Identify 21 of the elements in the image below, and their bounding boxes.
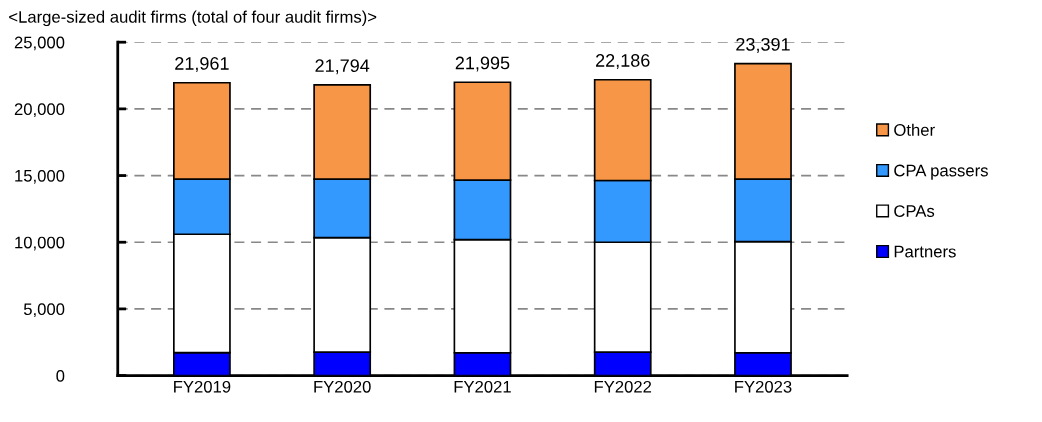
chart-title: <Large-sized audit firms (total of four audit firms)> xyxy=(9,10,377,27)
y-tick-label: 5,000 xyxy=(23,303,65,318)
y-tick-label: 10,000 xyxy=(15,236,65,251)
legend-label: Other xyxy=(894,123,935,136)
total-label: 21,794 xyxy=(315,59,370,75)
x-tick-label: FY2019 xyxy=(174,380,231,393)
x-tick-label: FY2020 xyxy=(314,380,371,393)
total-label: 21,995 xyxy=(455,56,510,72)
x-tick-label: FY2021 xyxy=(454,380,511,393)
legend-label: CPA passers xyxy=(894,164,988,180)
y-tick-label: 25,000 xyxy=(14,36,65,51)
total-label: 21,961 xyxy=(175,57,229,72)
y-tick-label: 15,000 xyxy=(15,169,65,184)
x-tick-label: FY2023 xyxy=(735,380,792,393)
legend-label: CPAs xyxy=(894,205,935,217)
total-label: 23,391 xyxy=(736,37,790,53)
legend-label: Partners xyxy=(894,245,956,258)
y-tick-label: 20,000 xyxy=(14,103,65,118)
x-tick-label: FY2022 xyxy=(594,380,652,393)
total-label: 22,186 xyxy=(596,54,650,69)
y-tick-label: 0 xyxy=(56,369,65,382)
